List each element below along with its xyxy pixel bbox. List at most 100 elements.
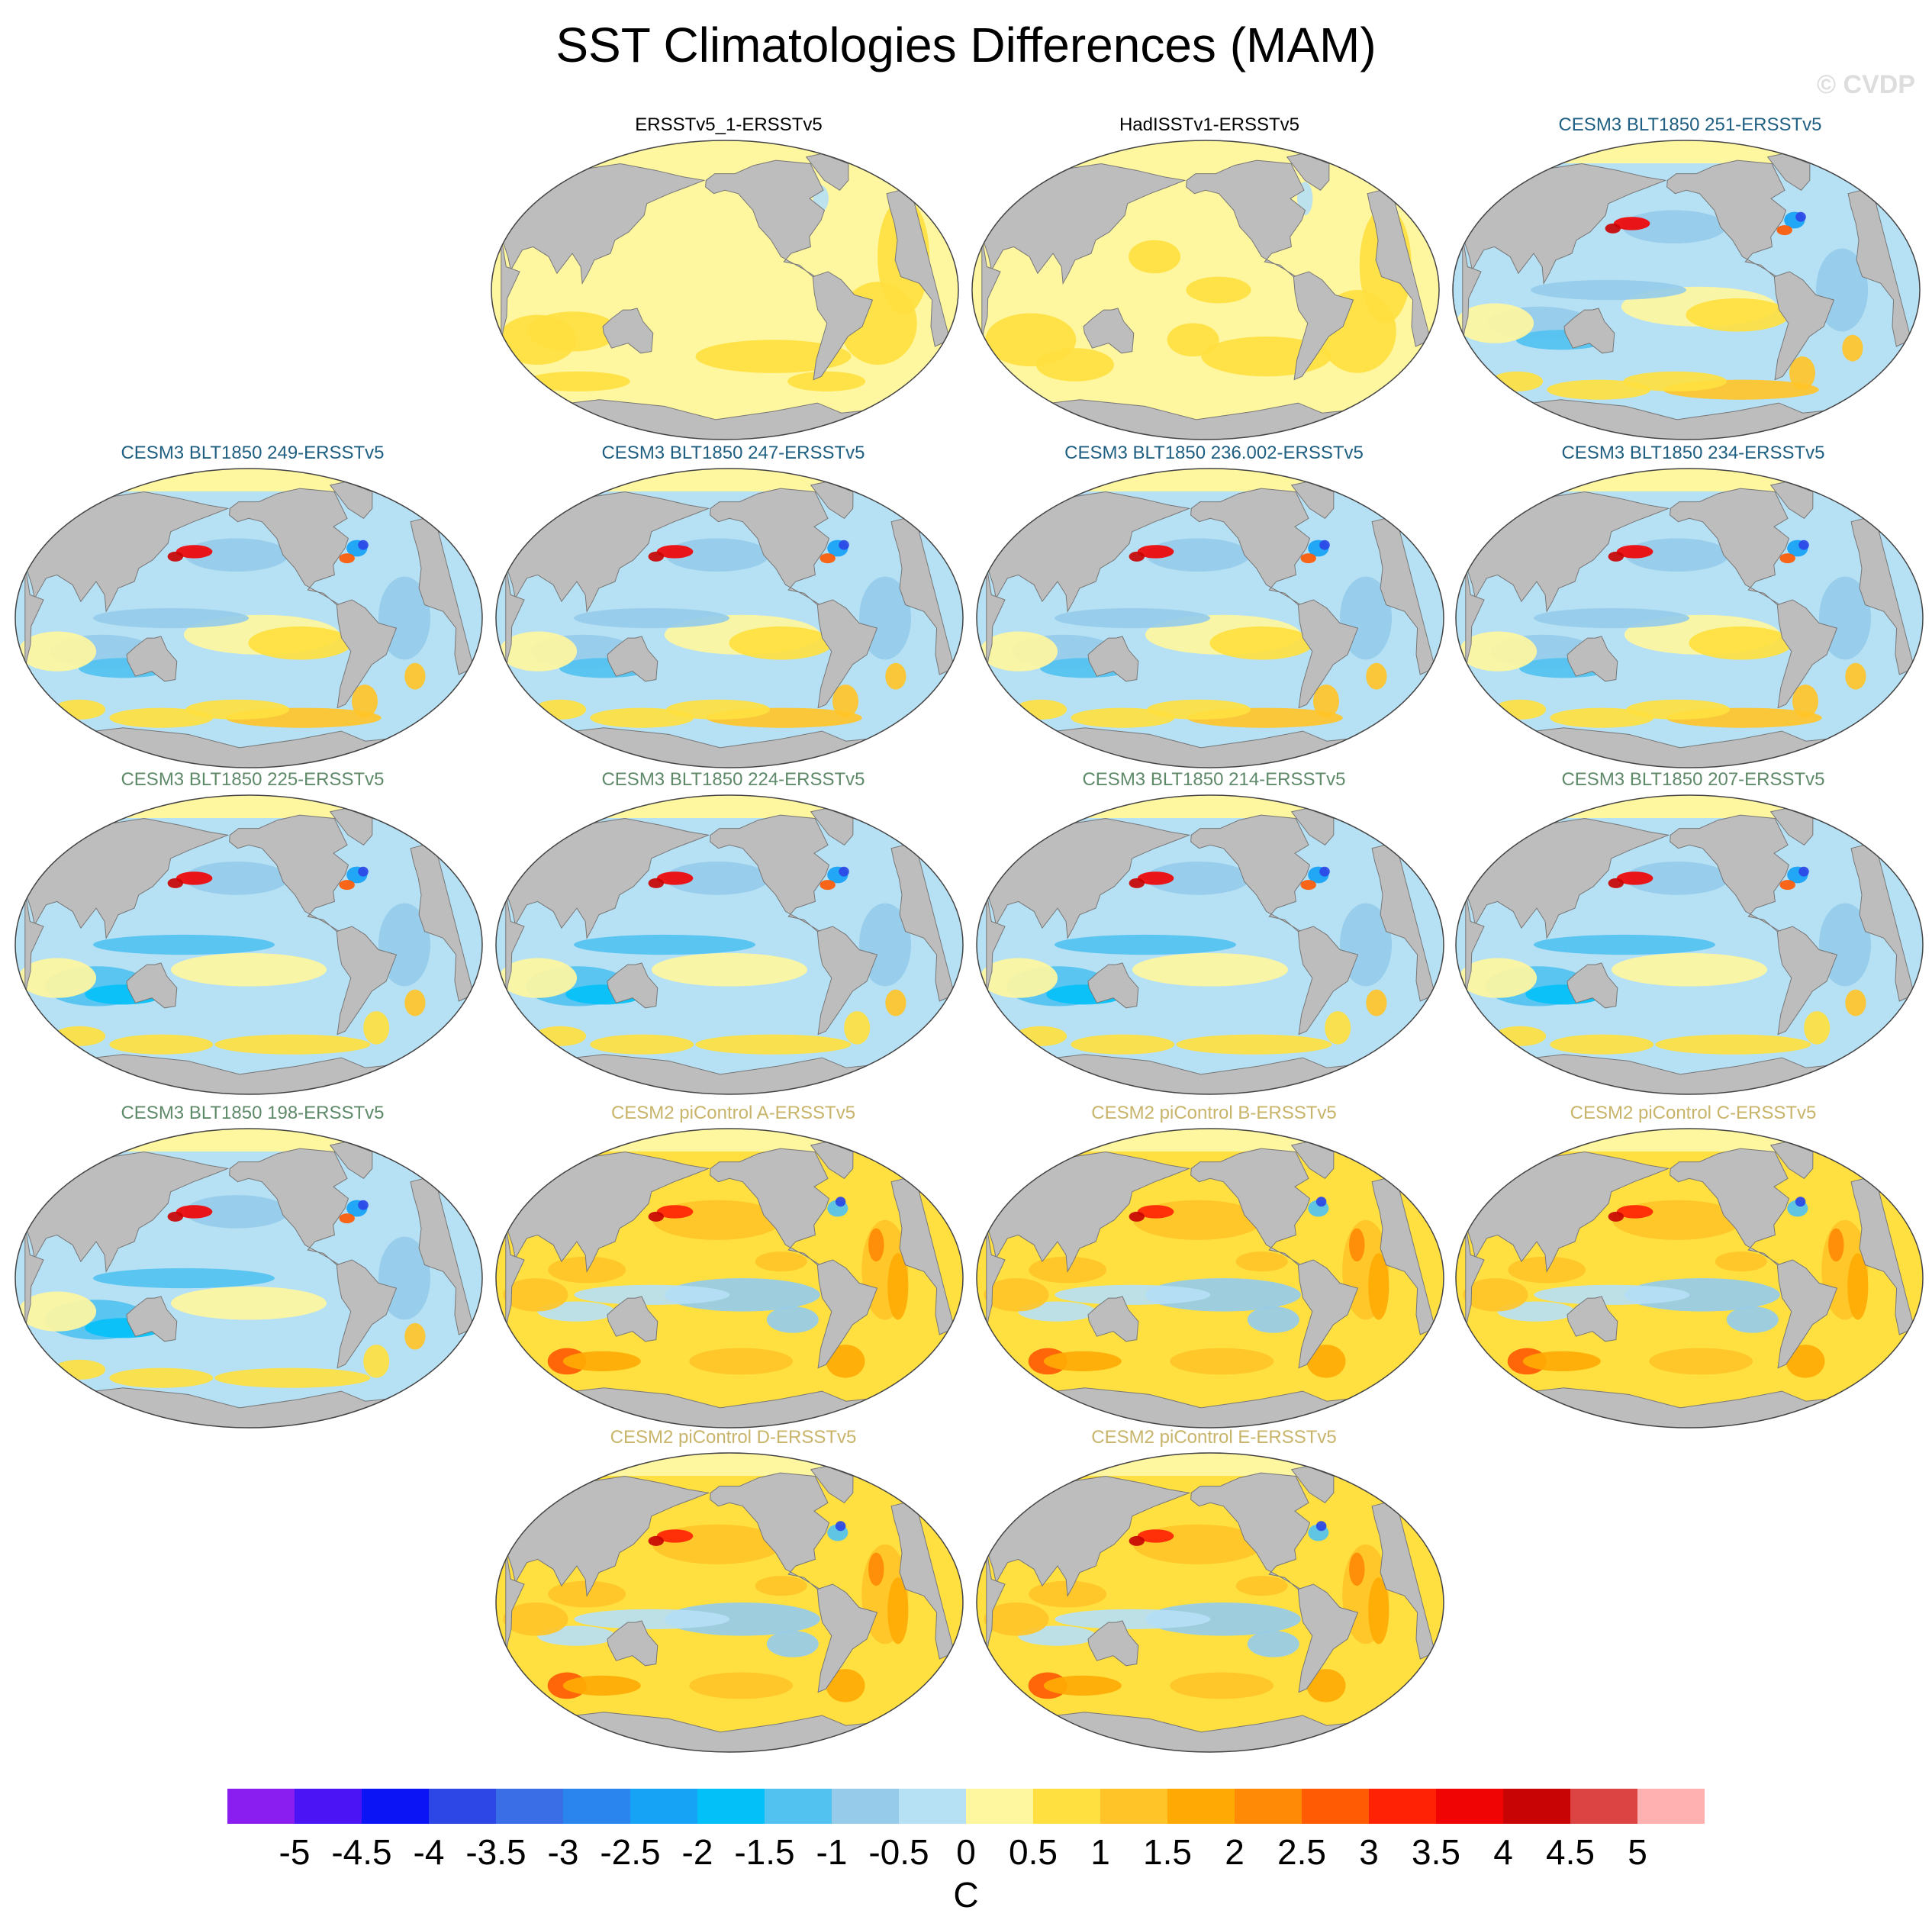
anomaly-region (689, 1672, 794, 1699)
anomaly-region (1170, 1348, 1274, 1375)
land-mass (1087, 1296, 1139, 1342)
colorbar-tick-label: -4.5 (331, 1832, 392, 1872)
anomaly-region (980, 958, 1058, 998)
colorbar-tick-label: -1.5 (734, 1832, 795, 1872)
anomaly-region (1129, 1211, 1145, 1222)
anomaly-region (1798, 866, 1809, 877)
anomaly-region (1779, 880, 1795, 891)
land-mass (410, 1161, 475, 1335)
anomaly-region (1306, 1345, 1346, 1378)
colorbar-swatch (295, 1789, 362, 1824)
anomaly-region (819, 880, 836, 891)
anomaly-region (1306, 1669, 1346, 1702)
colorbar-tick-label: 1.5 (1143, 1832, 1192, 1872)
land-mass (1190, 488, 1311, 606)
anomaly-region (1776, 225, 1792, 236)
anomaly-region (1247, 1631, 1299, 1657)
map-border (976, 1128, 1444, 1429)
panel-title: CESM2 piControl C-ERSSTv5 (1570, 1103, 1817, 1123)
anomaly-region (590, 1034, 694, 1055)
land-mass (987, 1151, 1191, 1273)
anomaly-region (93, 607, 249, 629)
arctic-band (1456, 1129, 1923, 1152)
world-map (976, 794, 1444, 1095)
panel-title: CESM3 BLT1850 207-ERSSTv5 (1561, 769, 1825, 790)
anomaly-region (1459, 631, 1538, 672)
anomaly-region (1828, 1228, 1844, 1262)
anomaly-region (404, 989, 426, 1016)
map-border (1455, 1128, 1924, 1429)
anomaly-region (648, 1535, 664, 1546)
land-mass (1087, 962, 1139, 1009)
land-mass (1666, 159, 1787, 278)
anomaly-region (1534, 1284, 1690, 1305)
land-mass (126, 1296, 178, 1342)
anomaly-region (574, 1609, 730, 1629)
anomaly-region (648, 551, 664, 562)
anomaly-region (1055, 934, 1236, 955)
colorbar-swatch (966, 1789, 1034, 1824)
anomaly-region (1494, 699, 1547, 720)
land-mass (710, 488, 830, 606)
anomaly-region (1366, 989, 1387, 1016)
colorbar-swatch (697, 1789, 765, 1824)
arctic-band (15, 1129, 482, 1152)
colorbar-tick-label: -4 (413, 1832, 445, 1872)
land-mass (1190, 814, 1311, 933)
land-mass (501, 163, 706, 285)
world-map (976, 468, 1444, 768)
land-mass (602, 308, 654, 354)
panel-title: CESM3 BLT1850 225-ERSSTv5 (121, 769, 385, 790)
anomaly-region (1792, 684, 1818, 718)
anomaly-region (1534, 607, 1689, 629)
anomaly-region (1494, 1026, 1547, 1046)
anomaly-region (980, 631, 1058, 672)
cvdp-watermark: © CVDP (1817, 70, 1915, 99)
land-mass (890, 1486, 955, 1660)
land-mass (987, 817, 1191, 939)
land-mass (1670, 1148, 1790, 1266)
land-mass (890, 1161, 955, 1335)
anomaly-region (1055, 607, 1210, 629)
anomaly-region (844, 1011, 871, 1045)
anomaly-region (887, 1577, 909, 1644)
world-map (976, 1128, 1444, 1429)
land-mass (982, 163, 1187, 285)
land-mass (816, 1583, 878, 1693)
land-mass (1371, 1486, 1436, 1660)
anomaly-region (1608, 1211, 1624, 1222)
anomaly-region (885, 662, 906, 690)
land-mass (410, 828, 475, 1002)
land-mass (1297, 926, 1359, 1036)
anomaly-region (499, 958, 578, 998)
anomaly-region (1612, 952, 1767, 987)
land-mass (1297, 1583, 1359, 1693)
anomaly-region (93, 934, 275, 955)
map-border (1452, 140, 1921, 440)
land-mass (1847, 173, 1912, 347)
land-mass (1466, 1151, 1670, 1273)
arctic-band (1456, 469, 1923, 491)
arctic-band (496, 1129, 963, 1152)
anomaly-region (503, 1278, 568, 1312)
anomaly-region (1368, 1577, 1389, 1644)
land-mass (126, 636, 178, 682)
anomaly-region (787, 371, 866, 391)
anomaly-region (1491, 371, 1544, 391)
map-border (14, 794, 483, 1095)
anomaly-region (1847, 1253, 1869, 1320)
anomaly-region (1795, 1197, 1806, 1207)
land-mass (25, 1151, 230, 1273)
land-mass (710, 814, 830, 933)
anomaly-region (1137, 871, 1174, 885)
arctic-band (977, 1453, 1444, 1476)
anomaly-region (1043, 1675, 1122, 1696)
land-mass (1190, 1148, 1311, 1266)
colorbar-swatch (227, 1789, 295, 1824)
land-mass (229, 814, 349, 933)
anomaly-region (404, 1322, 426, 1350)
colorbar-swatch (1369, 1789, 1437, 1824)
world-map (495, 1128, 964, 1429)
land-mass (1367, 173, 1431, 347)
colorbar-swatch (1637, 1789, 1705, 1824)
